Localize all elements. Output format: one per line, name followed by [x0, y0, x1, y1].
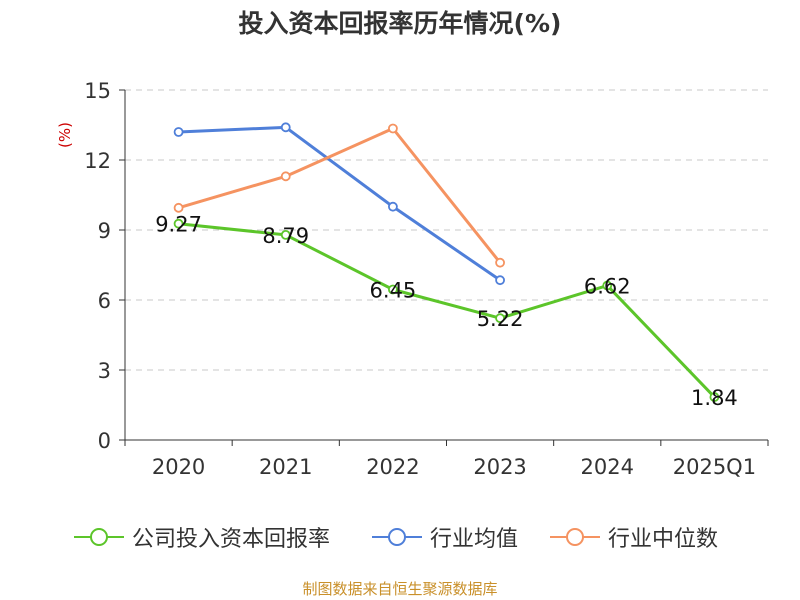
data-label: 5.22 [477, 307, 524, 331]
x-tick-label: 2020 [152, 455, 205, 479]
y-tick-label: 3 [98, 359, 111, 383]
legend-item-industry-median[interactable]: 行业中位数 [548, 520, 718, 554]
legend: 公司投入资本回报率 行业均值 行业中位数 [0, 520, 800, 554]
y-tick-label: 9 [98, 219, 111, 243]
x-tick-label: 2022 [366, 455, 419, 479]
y-tick-label: 15 [84, 79, 111, 103]
data-source-note: 制图数据来自恒生聚源数据库 [302, 580, 498, 598]
company-roic-line [178, 222, 716, 399]
chart-title: 投入资本回报率历年情况(%) [238, 9, 562, 38]
data-label: 9.27 [155, 213, 202, 237]
data-point [388, 201, 398, 212]
industry-median-line [178, 127, 502, 264]
legend-marker-orange [550, 528, 600, 546]
data-point [388, 123, 398, 134]
legend-item-industry-mean[interactable]: 行业均值 [370, 520, 518, 554]
data-point [173, 218, 184, 229]
data-label: 6.62 [584, 275, 631, 299]
x-tick-label: 2023 [473, 455, 526, 479]
data-point [280, 229, 291, 240]
data-point [495, 257, 505, 268]
data-point [388, 284, 398, 295]
data-point [173, 127, 184, 137]
data-point [173, 202, 184, 213]
data-point [602, 280, 613, 291]
data-point [280, 171, 291, 182]
chart-plot: 0 3 6 9 12 15 2020 2021 2022 2023 2024 2025Q1 9.27 8… [84, 79, 769, 479]
data-label: 8.79 [262, 224, 309, 248]
x-tick-label: 2024 [581, 455, 634, 479]
y-tick-label: 12 [84, 149, 111, 173]
data-point [709, 392, 720, 402]
legend-label: 行业中位数 [608, 527, 719, 552]
y-tick-label: 0 [98, 429, 111, 453]
legend-item-company-roic[interactable]: 公司投入资本回报率 [72, 520, 330, 554]
legend-label: 公司投入资本回报率 [132, 527, 331, 552]
data-point [495, 313, 505, 324]
y-tick-label: 6 [98, 289, 111, 313]
data-point [280, 122, 291, 133]
legend-marker-green [74, 528, 124, 546]
data-point [495, 275, 505, 286]
legend-label: 行业均值 [430, 527, 519, 552]
x-tick-label: 2021 [259, 455, 312, 479]
x-tick-label: 2025Q1 [673, 455, 756, 479]
industry-mean-line [178, 125, 501, 282]
data-label: 1.84 [691, 386, 738, 410]
data-label: 6.45 [370, 279, 417, 303]
legend-marker-blue [372, 528, 422, 546]
